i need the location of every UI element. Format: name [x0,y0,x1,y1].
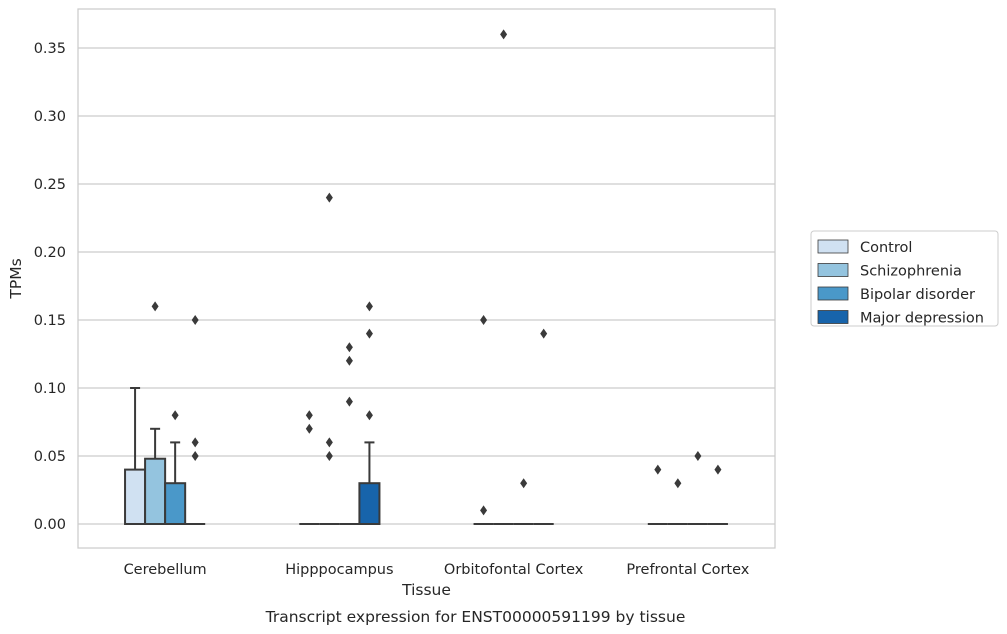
legend-label: Control [860,240,912,256]
box-control [124,387,147,526]
outlier-point [151,301,159,312]
box-body [164,482,187,526]
outlier-point [345,396,353,407]
box-body [144,457,167,525]
legend-label: Schizophrenia [860,264,962,280]
outlier-point [325,437,333,448]
box-schizophrenia [493,29,514,525]
outlier-point [191,451,199,461]
outlier-point [654,464,662,475]
outlier-point [305,423,313,434]
outlier-point [520,478,528,489]
legend-swatch [817,239,849,254]
box-bipolar-disorder [513,478,534,525]
outlier-point [325,192,333,203]
outlier-point [714,464,722,475]
box-body [124,468,147,526]
outlier-point [305,410,313,421]
box-bipolar-disorder [339,342,360,525]
y-tick-label: 0.05 [34,449,66,465]
outlier-point [480,505,488,516]
box-schizophrenia [144,301,167,525]
x-axis-ticks: Cerebellum Hipppocampus Orbitofontal Corte… [124,562,750,578]
outlier-point [365,410,373,421]
outlier-point [171,410,179,421]
box-body [358,482,381,526]
y-axis-title: TPMs [7,258,25,299]
outlier-point [325,451,333,461]
legend-swatch [817,286,849,301]
y-tick-label: 0.00 [34,517,66,533]
gridlines [78,47,775,525]
box-major-depression [707,464,728,525]
plot-marks [124,29,728,526]
y-tick-label: 0.20 [34,245,66,261]
y-axis-ticks: 0.00 0.05 0.10 0.15 0.20 0.25 0.30 0.35 [34,41,66,533]
y-tick-label: 0.25 [34,177,66,193]
legend-frame [810,230,999,327]
legend-label: Bipolar disorder [860,287,975,303]
y-tick-label: 0.10 [34,381,66,397]
box-schizophrenia [667,478,688,525]
box-control [299,410,320,525]
box-schizophrenia [319,192,340,525]
chart-caption: Transcript expression for ENST0000059119… [265,608,686,626]
outlier-point [674,478,682,489]
box-bipolar-disorder [164,410,187,526]
y-tick-label: 0.35 [34,41,66,57]
y-tick-label: 0.15 [34,313,66,329]
box-control [647,464,668,525]
box-major-depression [533,328,554,525]
outlier-point [365,301,373,312]
box-major-depression [185,315,206,525]
y-tick-label: 0.30 [34,109,66,125]
outlier-point [480,315,488,325]
legend-label: Major depression [860,311,984,327]
outlier-point [365,328,373,339]
x-tick-label: Orbitofontal Cortex [444,562,584,578]
box-bipolar-disorder [687,451,708,525]
outlier-point [540,328,548,339]
plot-frame [77,8,776,549]
outlier-point [345,342,353,353]
box-control [473,315,494,525]
legend-swatch [817,310,849,324]
legend: Control Schizophrenia Bipolar disorder Majo… [810,230,999,327]
x-tick-label: Cerebellum [124,562,207,578]
x-axis-title: Tissue [401,581,451,599]
outlier-point [345,355,353,366]
outlier-point [191,437,199,448]
x-tick-label: Prefrontal Cortex [626,562,749,578]
outlier-point [191,315,199,325]
x-tick-label: Hipppocampus [285,562,393,578]
outlier-point [694,451,702,461]
box-major-depression [358,301,381,526]
outlier-point [500,29,508,40]
legend-swatch [817,263,849,277]
